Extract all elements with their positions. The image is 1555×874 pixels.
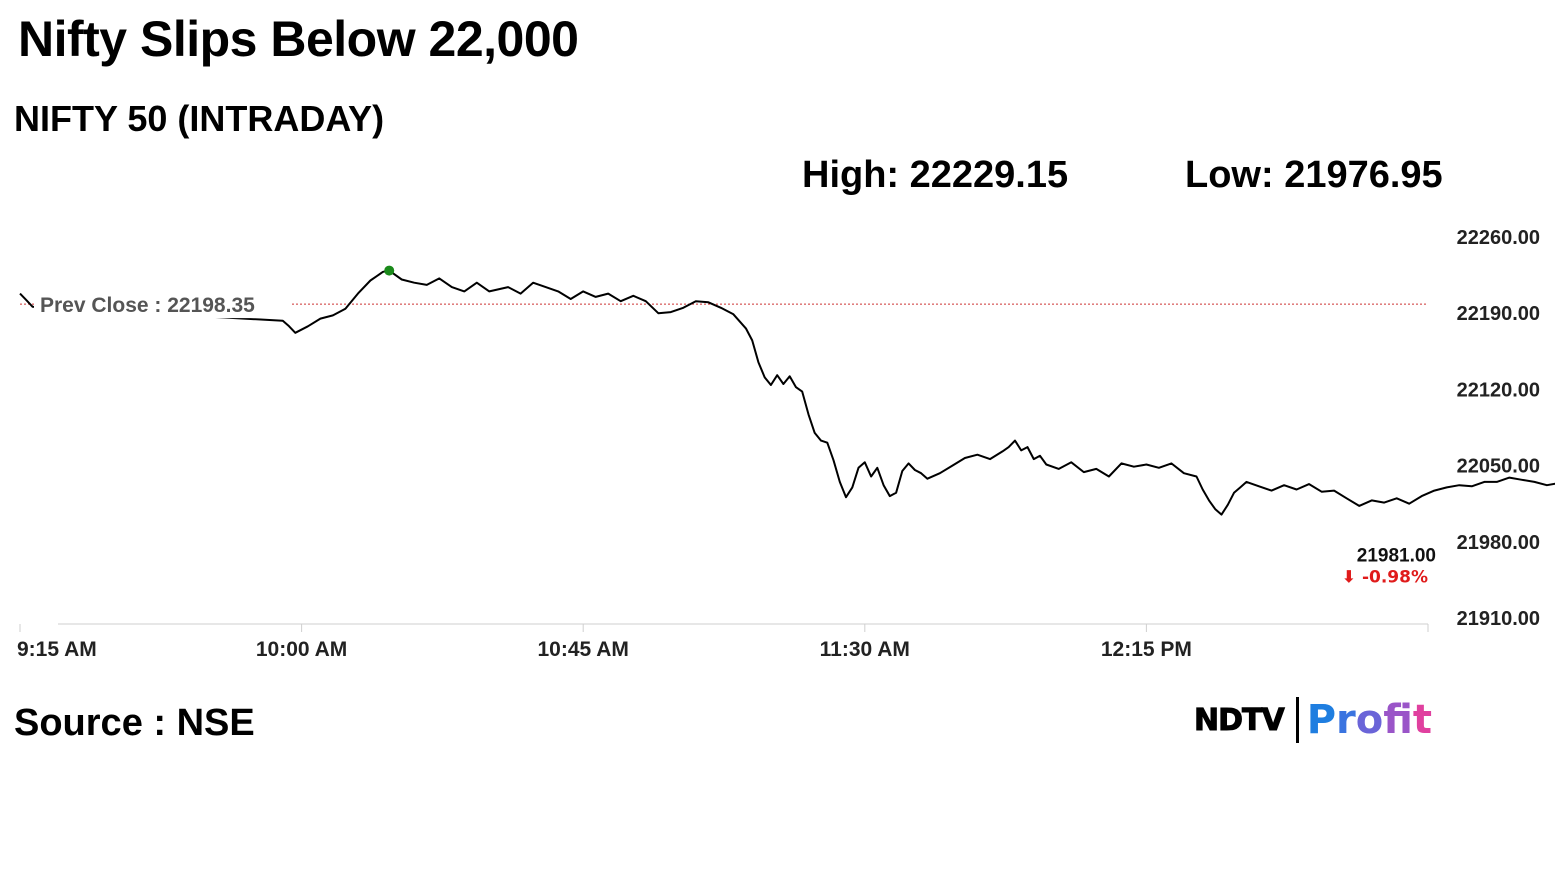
x-tick-label: 12:15 PM <box>1101 638 1192 661</box>
logo-profit-letter: f <box>1383 697 1413 743</box>
logo-profit-letter: o <box>1355 697 1384 743</box>
x-tick-label: 11:30 AM <box>820 638 910 661</box>
y-axis-ticks: 22260.00 22190.00 22120.00 22050.00 21980.00… <box>1457 227 1540 630</box>
y-tick-label: 22190.00 <box>1457 303 1540 325</box>
prev-close-label-bg <box>34 290 290 319</box>
x-axis-ticks: 9:15 AM 10:00 AM 10:45 AM 11:30 AM 12:15 PM <box>17 624 1429 661</box>
logo-profit-letter: P <box>1306 697 1337 743</box>
logo-profit-text: Profit <box>1307 697 1432 743</box>
ndtv-profit-logo: NDTV Profit <box>1194 695 1432 745</box>
day-high-marker <box>384 265 395 276</box>
last-price-label: 21981.00 <box>1357 546 1436 567</box>
y-tick-label: 22120.00 <box>1457 379 1540 401</box>
y-tick-label: 22050.00 <box>1457 456 1540 478</box>
chart-headline: Nifty Slips Below 22,000 <box>18 11 579 67</box>
x-tick-label: 9:15 AM <box>17 638 97 661</box>
y-tick-label: 21910.00 <box>1457 608 1540 630</box>
day-high-stat: High: 22229.15 <box>802 154 1069 196</box>
logo-separator <box>1295 697 1299 743</box>
y-tick-label: 22260.00 <box>1457 227 1540 249</box>
last-change-label: ⬇ -0.98% <box>1342 568 1428 588</box>
logo-profit-letter: t <box>1412 697 1433 743</box>
nifty-price-line <box>19 269 1555 516</box>
x-tick-label: 10:00 AM <box>256 638 347 661</box>
x-tick-label: 10:45 AM <box>537 638 628 661</box>
logo-ndtv-text: NDTV <box>1194 702 1286 738</box>
day-low-stat: Low: 21976.95 <box>1185 154 1443 196</box>
chart-subtitle: NIFTY 50 (INTRADAY) <box>14 98 385 139</box>
prev-close-label: Prev Close : 22198.35 <box>40 294 255 317</box>
y-tick-label: 21980.00 <box>1457 532 1540 554</box>
source-note: Source : NSE <box>14 702 255 744</box>
logo-profit-letter: r <box>1336 697 1356 743</box>
